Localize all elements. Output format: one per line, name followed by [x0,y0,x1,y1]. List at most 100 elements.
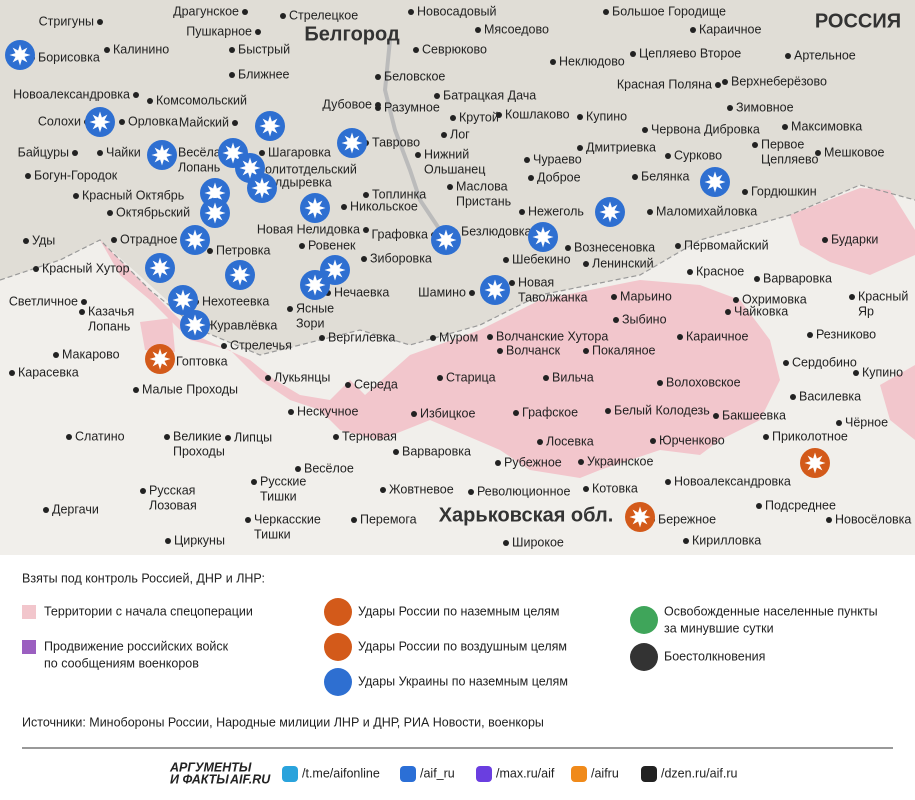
place-label: Калинино [113,42,169,56]
place-dot [565,245,571,251]
place-label: Караичное [686,329,748,343]
place-label: Неклюдово [559,54,625,68]
place-label: Пушкарное [186,24,252,38]
place-label: Котовка [592,481,638,495]
place-label: Таврово [372,135,420,149]
place-label: Кирилловка [692,533,761,547]
place-dot [229,72,235,78]
place-dot [475,27,481,33]
place-label: Резниково [816,327,876,341]
place-dot [836,420,842,426]
place-label: Красная Поляна [617,77,712,91]
sources: Источники: Минобороны России, Народные м… [22,715,544,729]
ukraine-strike-icon-glyph [229,264,251,286]
place-label: Лосевка [546,434,594,448]
place-dot [630,51,636,57]
place-dot [245,517,251,523]
place-dot [756,503,762,509]
place-label: Таволжанка [518,290,587,304]
ukraine-strike-icon-glyph [239,157,261,179]
place-label: Новая Нелидовка [257,222,360,236]
place-dot [251,479,257,485]
place-label: Василевка [799,389,861,403]
place-dot [259,150,265,156]
place-label: Старица [446,370,496,384]
place-dot [550,59,556,65]
place-label: Бережное [658,512,716,526]
place-dot [469,290,475,296]
place-dot [790,394,796,400]
place-dot [265,375,271,381]
place-label: Волчанск [506,343,561,357]
place-label: Зыбино [622,312,667,326]
ukraine-strike-icon-glyph [184,229,206,251]
place-label: Стрелецкое [289,8,358,22]
place-label: Чайковка [734,304,788,318]
logo: AIF.RU [229,772,271,786]
russia-strike-icon-glyph [149,348,171,370]
place-dot [164,434,170,440]
place-dot [434,93,440,99]
place-label: Черкасские [254,512,321,526]
legend-label: Удары России по наземным целям [358,604,560,618]
place-dot [503,540,509,546]
controlled-territory [790,188,915,275]
place-dot [147,98,153,104]
legend-label: по сообщениям военкоров [44,656,199,670]
place-label: Новоалександровка [674,474,791,488]
place-label: Стригуны [39,14,94,28]
place-dot [665,153,671,159]
place-label: Макарово [62,347,120,361]
place-dot [345,382,351,388]
place-dot [665,479,671,485]
place-label: Новоалександровка [13,87,130,101]
place-dot [727,105,733,111]
ukraine-strike-icon-glyph [259,115,281,137]
place-label: Волоховское [666,375,741,389]
footer-link: /dzen.ru/aif.ru [661,766,737,780]
legend-label: за минувшие сутки [664,621,774,635]
place-dot [133,387,139,393]
place-label: Вергилевка [328,330,395,344]
ukraine-strike-icon-glyph [324,259,346,281]
place-label: Первое [761,137,804,151]
place-dot [647,209,653,215]
place-dot [66,434,72,440]
russia-strike-icon-glyph [629,506,651,528]
controlled-territory [100,240,780,478]
place-dot [333,434,339,440]
place-label: Красный Октябрь [82,188,184,202]
place-label: Широкое [512,535,564,549]
place-label: Гоптовка [176,354,228,368]
place-label: Быстрый [238,42,290,56]
place-label: Купино [586,109,627,123]
place-label: Охримовка [742,292,807,306]
place-dot [690,27,696,33]
place-dot [375,74,381,80]
place-label: Ровенек [308,238,356,252]
legend-label: Удары России по воздушным целям [358,639,567,653]
place-label: Липцы [234,430,272,444]
legend-swatch [22,605,36,619]
place-label: Бакшеевка [722,408,786,422]
place-label: Верхнеберёзово [731,74,827,88]
place-label: Доброе [537,170,581,184]
place-label: Рубежное [504,455,562,469]
place-label: Маслова [456,179,508,193]
place-label: Артельное [794,48,856,62]
place-dot [752,142,758,148]
place-dot [613,317,619,323]
place-dot [487,334,493,340]
place-dot [221,343,227,349]
place-label: Тишки [260,489,297,503]
place-label: Лопань [88,319,130,333]
place-dot [79,309,85,315]
place-dot [25,173,31,179]
place-dot [380,487,386,493]
place-dot [583,486,589,492]
region-label: РОССИЯ [815,10,901,32]
place-label: Варваровка [402,444,471,458]
river [382,39,442,232]
ukraine-strike-icon-glyph [204,182,226,204]
place-label: Октябрьский [116,205,190,219]
